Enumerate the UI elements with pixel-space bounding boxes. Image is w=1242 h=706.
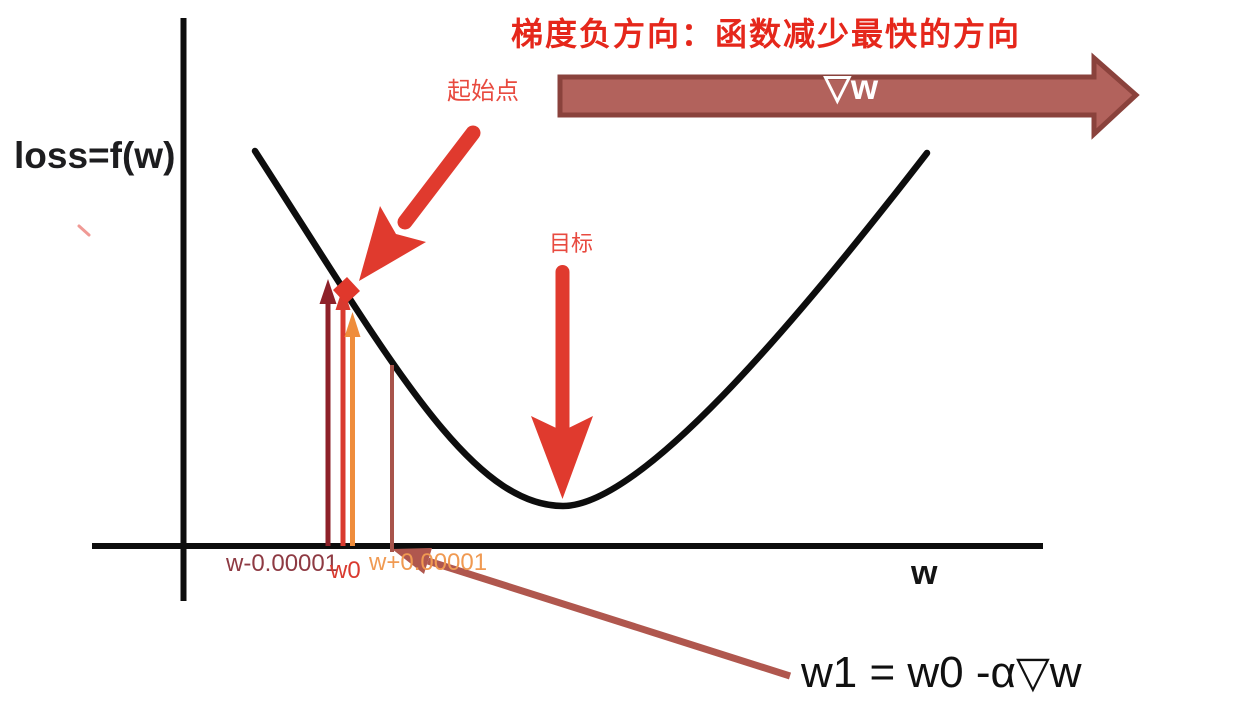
gradient-arrow-label: ▽w [823, 68, 879, 107]
w-plus-arrow-head [344, 312, 361, 337]
start-point-arrow-shaft [397, 125, 481, 230]
x-tick-w-minus: w-0.00001 [226, 550, 339, 577]
start-point-label: 起始点 [447, 78, 519, 105]
pink-dash-mark [77, 224, 91, 237]
update-step-arrow-head [392, 548, 432, 574]
start-point-arrow-head [359, 206, 426, 281]
target-label: 目标 [549, 231, 594, 256]
w-minus-arrow-head [319, 279, 337, 304]
diagram-title: 梯度负方向：函数减少最快的方向 [511, 16, 1022, 52]
x-axis-label: w [911, 554, 938, 592]
gradient-direction-arrow [557, 52, 1140, 140]
x-tick-w0: w0 [330, 557, 361, 584]
x-tick-w-plus: w+0.00001 [369, 549, 488, 576]
target-arrow-head [531, 416, 593, 499]
update-step-arrow-shaft [426, 557, 792, 680]
start-point-marker [333, 277, 360, 304]
y-axis-label: loss=f(w) [14, 135, 176, 176]
loss-curve [251, 147, 931, 510]
update-formula: w1 = w0 -α▽w [801, 648, 1082, 697]
